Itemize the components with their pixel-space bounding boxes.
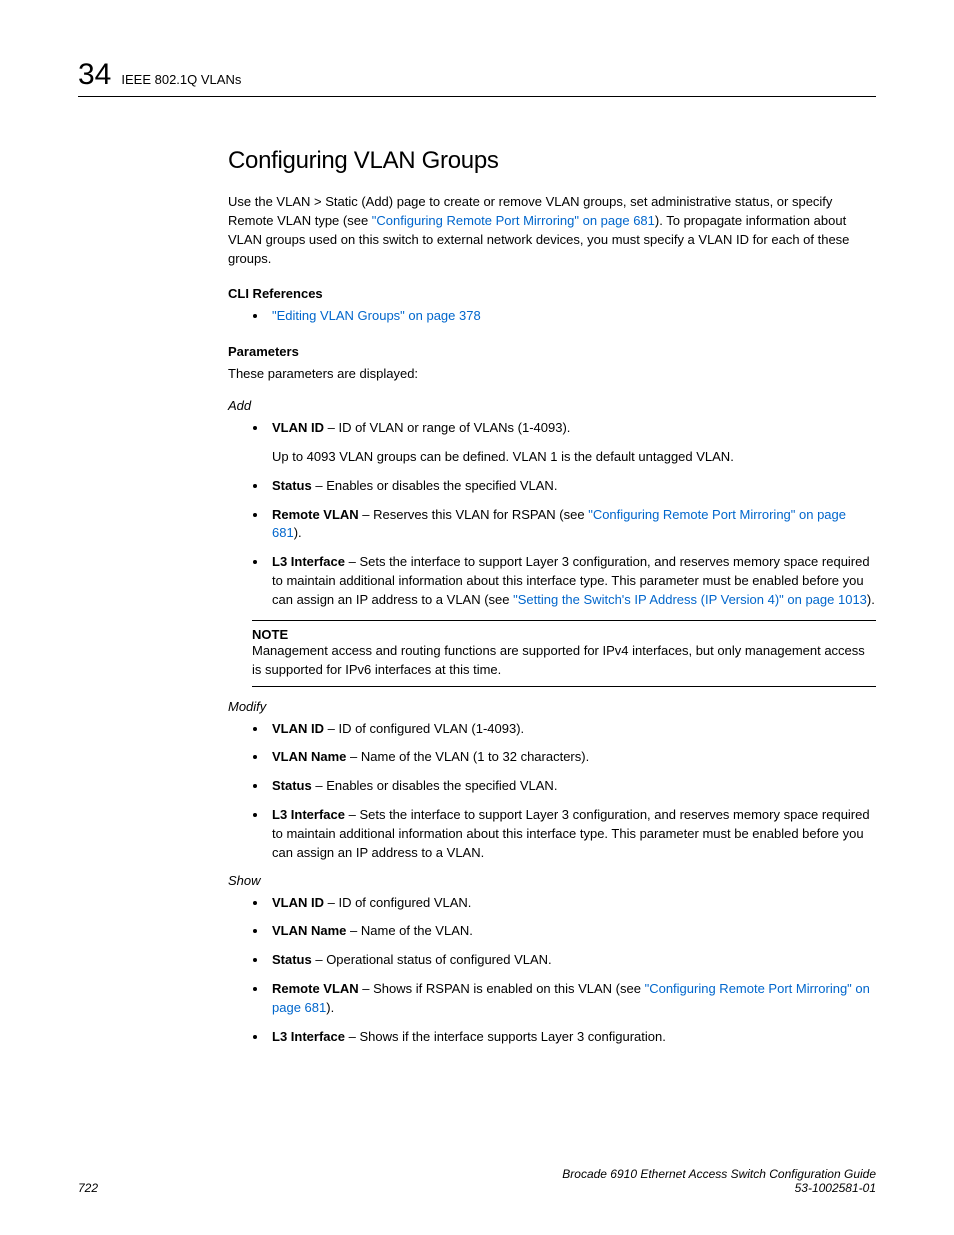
modify-vlan-id-item: VLAN ID – ID of configured VLAN (1-4093)… — [268, 720, 876, 739]
section-title: Configuring VLAN Groups — [228, 147, 876, 175]
text-s-remote-b: ). — [326, 1000, 334, 1015]
add-remote-vlan-item: Remote VLAN – Reserves this VLAN for RSP… — [268, 506, 876, 544]
show-label: Show — [228, 873, 876, 888]
footer-right: Brocade 6910 Ethernet Access Switch Conf… — [562, 1167, 876, 1195]
term-m-vlan-id: VLAN ID — [272, 721, 324, 736]
term-vlan-id: VLAN ID — [272, 420, 324, 435]
page: 34 IEEE 802.1Q VLANs Configuring VLAN Gr… — [0, 0, 954, 1235]
vlan-id-sub: Up to 4093 VLAN groups can be defined. V… — [272, 448, 876, 467]
term-remote-vlan: Remote VLAN — [272, 507, 359, 522]
note-box: NOTE Management access and routing funct… — [252, 620, 876, 687]
text-s-vlan-id: – ID of configured VLAN. — [324, 895, 471, 910]
parameters-intro: These parameters are displayed: — [228, 365, 876, 384]
text-vlan-id: – ID of VLAN or range of VLANs (1-4093). — [324, 420, 570, 435]
term-s-vlan-name: VLAN Name — [272, 923, 346, 938]
header-text: IEEE 802.1Q VLANs — [121, 72, 241, 87]
text-m-status: – Enables or disables the specified VLAN… — [312, 778, 558, 793]
page-footer: 722 Brocade 6910 Ethernet Access Switch … — [78, 1167, 876, 1195]
text-status: – Enables or disables the specified VLAN… — [312, 478, 558, 493]
link-switch-ip-address[interactable]: "Setting the Switch's IP Address (IP Ver… — [513, 592, 867, 607]
modify-vlan-name-item: VLAN Name – Name of the VLAN (1 to 32 ch… — [268, 748, 876, 767]
term-s-l3: L3 Interface — [272, 1029, 345, 1044]
modify-status-item: Status – Enables or disables the specifi… — [268, 777, 876, 796]
term-m-status: Status — [272, 778, 312, 793]
footer-docnum: 53-1002581-01 — [562, 1181, 876, 1195]
text-s-status: – Operational status of configured VLAN. — [312, 952, 552, 967]
text-m-vlan-name: – Name of the VLAN (1 to 32 characters). — [346, 749, 589, 764]
cli-references-list: "Editing VLAN Groups" on page 378 — [228, 307, 876, 326]
add-status-item: Status – Enables or disables the specifi… — [268, 477, 876, 496]
text-s-remote-a: – Shows if RSPAN is enabled on this VLAN… — [359, 981, 645, 996]
footer-title: Brocade 6910 Ethernet Access Switch Conf… — [562, 1167, 876, 1181]
add-l3-item: L3 Interface – Sets the interface to sup… — [268, 553, 876, 610]
intro-paragraph: Use the VLAN > Static (Add) page to crea… — [228, 193, 876, 268]
content-area: Configuring VLAN Groups Use the VLAN > S… — [228, 147, 876, 1047]
page-number: 722 — [78, 1181, 98, 1195]
add-vlan-id-item: VLAN ID – ID of VLAN or range of VLANs (… — [268, 419, 876, 467]
modify-l3-item: L3 Interface – Sets the interface to sup… — [268, 806, 876, 863]
show-l3-item: L3 Interface – Shows if the interface su… — [268, 1028, 876, 1047]
show-status-item: Status – Operational status of configure… — [268, 951, 876, 970]
show-list: VLAN ID – ID of configured VLAN. VLAN Na… — [228, 894, 876, 1047]
note-text: Management access and routing functions … — [252, 642, 876, 680]
parameters-heading: Parameters — [228, 344, 876, 359]
cli-reference-item: "Editing VLAN Groups" on page 378 — [268, 307, 876, 326]
show-vlan-name-item: VLAN Name – Name of the VLAN. — [268, 922, 876, 941]
link-editing-vlan-groups[interactable]: "Editing VLAN Groups" on page 378 — [272, 308, 481, 323]
text-remote-b: ). — [294, 525, 302, 540]
chapter-number: 34 — [78, 58, 111, 92]
cli-references-heading: CLI References — [228, 286, 876, 301]
modify-list: VLAN ID – ID of configured VLAN (1-4093)… — [228, 720, 876, 863]
add-label: Add — [228, 398, 876, 413]
term-s-status: Status — [272, 952, 312, 967]
term-s-remote: Remote VLAN — [272, 981, 359, 996]
add-list: VLAN ID – ID of VLAN or range of VLANs (… — [228, 419, 876, 610]
text-l3-b: ). — [867, 592, 875, 607]
term-status: Status — [272, 478, 312, 493]
term-m-l3: L3 Interface — [272, 807, 345, 822]
term-l3: L3 Interface — [272, 554, 345, 569]
show-vlan-id-item: VLAN ID – ID of configured VLAN. — [268, 894, 876, 913]
note-label: NOTE — [252, 627, 876, 642]
link-remote-port-mirroring[interactable]: "Configuring Remote Port Mirroring" on p… — [372, 213, 655, 228]
term-s-vlan-id: VLAN ID — [272, 895, 324, 910]
text-remote-a: – Reserves this VLAN for RSPAN (see — [359, 507, 589, 522]
show-remote-item: Remote VLAN – Shows if RSPAN is enabled … — [268, 980, 876, 1018]
text-m-l3: – Sets the interface to support Layer 3 … — [272, 807, 870, 860]
page-header: 34 IEEE 802.1Q VLANs — [78, 58, 876, 97]
term-m-vlan-name: VLAN Name — [272, 749, 346, 764]
text-m-vlan-id: – ID of configured VLAN (1-4093). — [324, 721, 524, 736]
text-s-l3: – Shows if the interface supports Layer … — [345, 1029, 666, 1044]
text-s-vlan-name: – Name of the VLAN. — [346, 923, 472, 938]
modify-label: Modify — [228, 699, 876, 714]
